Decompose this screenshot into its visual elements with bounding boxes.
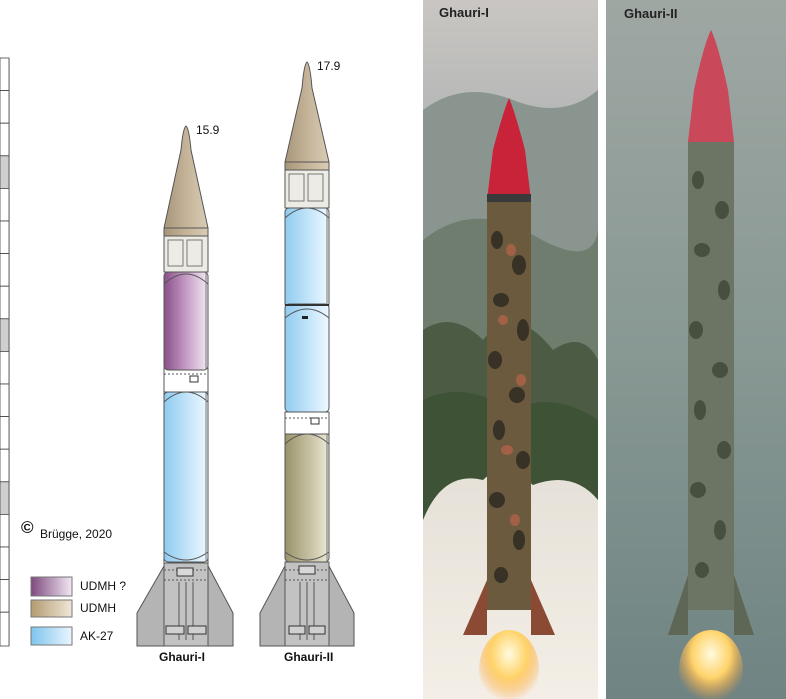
ghauri-2-nose-cone <box>284 61 330 171</box>
ghauri-2-oxidizer-tank-upper <box>284 207 330 309</box>
ghauri-2-photo: Ghauri-II <box>606 0 786 699</box>
legend-swatch-udmh-q <box>30 576 73 597</box>
ghauri-2-fuel-tank <box>284 431 330 563</box>
copyright-symbol: © <box>21 518 34 537</box>
ghauri-1-fuel-tank <box>163 271 209 371</box>
ghauri-1-fin-right <box>207 565 234 647</box>
ghauri-1-length-label: 15.9 <box>196 123 220 137</box>
ghauri-1-name-label: Ghauri-I <box>159 650 206 664</box>
ghauri-1-fin-left <box>136 564 165 647</box>
ghauri-1-rocket <box>136 125 234 647</box>
rocket-diagram <box>0 57 355 647</box>
legend-label-ak27: AK-27 <box>80 629 114 643</box>
copyright-text: Brügge, 2020 <box>40 527 113 541</box>
ghauri-2-fin-right <box>328 565 355 647</box>
ghauri-1-oxidizer-tank <box>163 391 209 563</box>
ghauri-1-nose-cone <box>163 125 209 237</box>
legend-label-udmh: UDMH <box>80 601 116 615</box>
legend-label-udmh-q: UDMH ? <box>80 579 127 593</box>
legend-swatch-ak27 <box>30 626 73 646</box>
ghauri-2-fin-left <box>259 565 286 647</box>
legend-swatch-udmh <box>30 599 73 618</box>
ghauri-1-photo: Ghauri-I <box>423 0 598 699</box>
ghauri-2-length-label: 17.9 <box>317 59 341 73</box>
ghauri-1-equipment-bay <box>163 235 209 273</box>
ghauri-2-photo-caption: Ghauri-II <box>624 6 678 21</box>
ghauri-2-rocket <box>259 61 355 647</box>
ghauri-2-equipment-bay <box>284 169 330 209</box>
ghauri-1-photo-caption: Ghauri-I <box>439 5 489 20</box>
ghauri-2-name-label: Ghauri-II <box>284 650 334 664</box>
scale-ruler <box>0 57 10 647</box>
ghauri-2-oxidizer-tank-lower <box>284 303 330 413</box>
